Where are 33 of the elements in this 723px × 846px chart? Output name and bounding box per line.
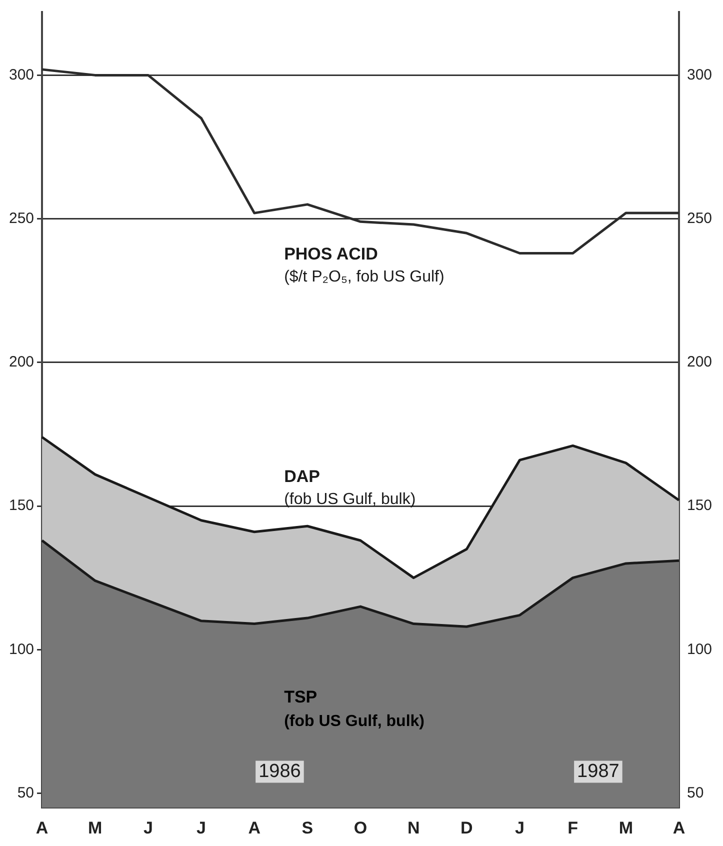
x-tick-label: M xyxy=(88,818,102,838)
y-tick-label: 300 xyxy=(8,66,34,84)
annotation: ($/t P₂O₅, fob US Gulf) xyxy=(284,268,444,286)
x-tick-label: S xyxy=(302,818,314,838)
series-label: PHOS ACID xyxy=(284,244,378,264)
x-tick-label: F xyxy=(568,818,578,838)
y2-tick-label: 200 xyxy=(686,354,712,371)
text: DAP xyxy=(284,467,320,486)
y2-tick-label: 300 xyxy=(686,66,712,84)
x-tick-label: N xyxy=(407,818,420,838)
x-tick-label: D xyxy=(460,818,473,838)
y-tick-label: 150 xyxy=(8,497,34,514)
y-tick-label: 200 xyxy=(8,354,34,371)
y-tick-label: 100 xyxy=(8,640,34,658)
annotation: (fob US Gulf, bulk) xyxy=(284,491,416,508)
y2-tick-label: 250 xyxy=(686,210,712,227)
annotation: (fob US Gulf, bulk) xyxy=(284,713,424,730)
y-tick-label: 50 xyxy=(17,784,34,802)
x-tick-label: J xyxy=(143,818,153,838)
x-tick-label: M xyxy=(618,818,633,838)
x-tick-label: J xyxy=(196,818,206,838)
y2-tick-label: 100 xyxy=(686,640,712,658)
y-tick-label: 250 xyxy=(8,210,34,227)
series-label: TSP xyxy=(284,687,318,706)
x-tick-label: A xyxy=(248,818,260,838)
x-tick-label: O xyxy=(354,818,368,838)
y2-tick-label: 50 xyxy=(686,784,704,802)
x-tick-label: A xyxy=(36,818,48,838)
y2-tick-label: 150 xyxy=(686,497,712,514)
x-tick-label: A xyxy=(672,818,686,838)
x-tick-label: J xyxy=(515,818,524,838)
annotation: 1986 xyxy=(258,761,301,782)
annotation: 1987 xyxy=(577,761,620,782)
